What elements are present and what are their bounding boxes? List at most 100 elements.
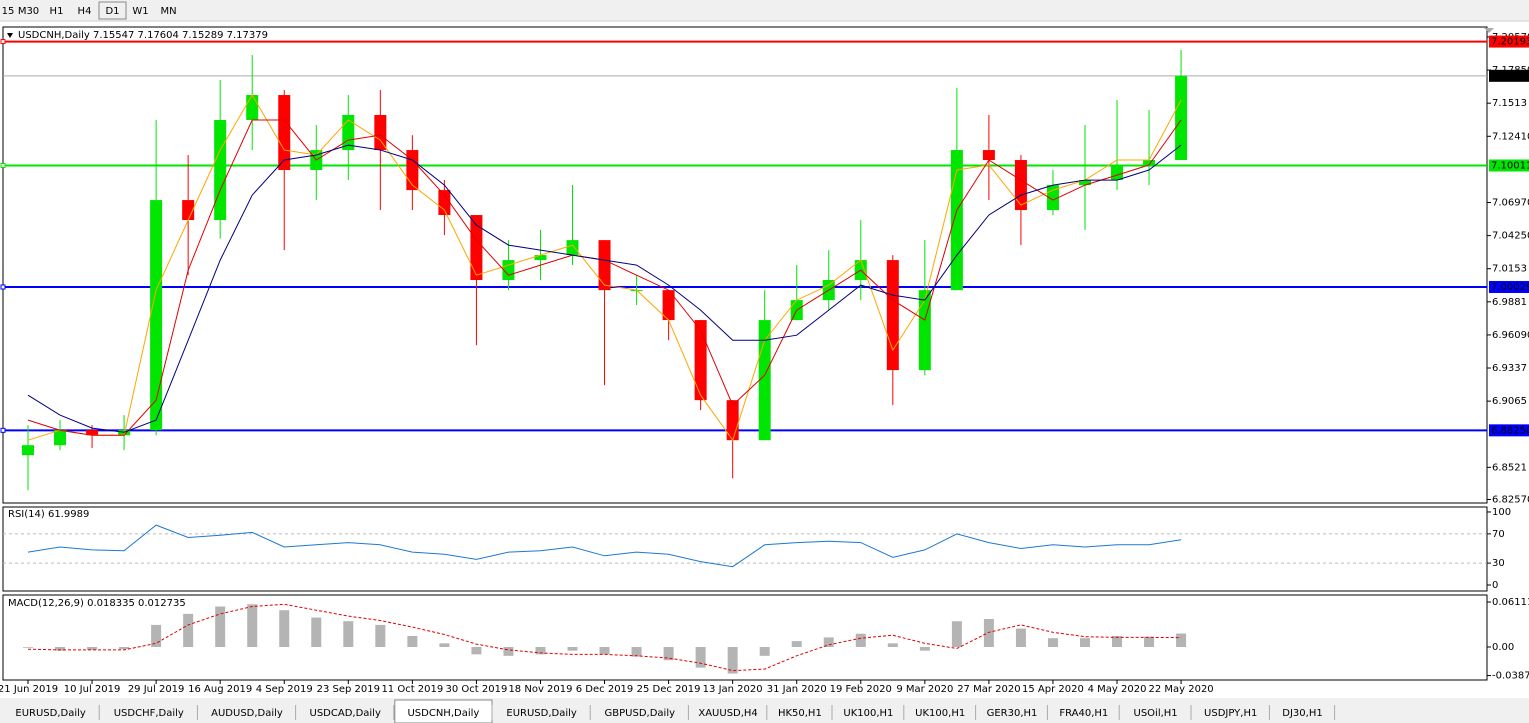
tab-label[interactable]: AUDUSD,Daily bbox=[211, 708, 283, 719]
tab-label[interactable]: HK50,H1 bbox=[778, 708, 822, 719]
tab[interactable] bbox=[1270, 703, 1335, 721]
tab[interactable] bbox=[591, 703, 689, 721]
x-tick-label: 19 Feb 2020 bbox=[830, 684, 892, 695]
macd-bar bbox=[247, 604, 258, 648]
current-price-label: 7.17379 bbox=[1491, 71, 1529, 82]
tab[interactable] bbox=[1192, 703, 1270, 721]
timeframe-button[interactable] bbox=[71, 2, 98, 19]
candle-body bbox=[1014, 160, 1027, 211]
candle-body bbox=[438, 190, 451, 216]
macd-bar bbox=[1144, 636, 1155, 648]
macd-bar bbox=[791, 641, 802, 648]
macd-bar bbox=[631, 647, 642, 657]
y-tick-label: 7.0153 bbox=[1492, 264, 1527, 275]
macd-title: MACD(12,26,9) 0.018335 0.012735 bbox=[8, 598, 186, 609]
x-tick-label: 15 Apr 2020 bbox=[1022, 684, 1084, 695]
y-tick-label: 0.00 bbox=[1492, 642, 1514, 653]
tab-label[interactable]: GBPUSD,Daily bbox=[605, 708, 676, 719]
menu-arrow bbox=[7, 33, 13, 38]
tab[interactable] bbox=[198, 703, 296, 721]
macd-bar bbox=[535, 647, 546, 655]
candle-body bbox=[662, 290, 675, 321]
tab[interactable] bbox=[2, 703, 100, 721]
timeframe-button[interactable] bbox=[2, 2, 14, 19]
rsi-line bbox=[27, 524, 1182, 568]
timeframe-label[interactable]: 15 bbox=[2, 6, 15, 17]
tab[interactable] bbox=[767, 703, 832, 721]
tab-label[interactable]: XAUUSD,H4 bbox=[698, 708, 757, 719]
moving-average bbox=[27, 94, 1182, 442]
timeframe-button[interactable] bbox=[155, 2, 182, 19]
tab[interactable] bbox=[493, 703, 591, 721]
macd-bar bbox=[87, 647, 98, 650]
tab[interactable] bbox=[976, 703, 1048, 721]
level-handle bbox=[0, 284, 6, 290]
x-tick-label: 31 Jan 2020 bbox=[767, 684, 827, 695]
macd-bar bbox=[343, 621, 354, 648]
level-handle bbox=[0, 39, 6, 45]
tab-label[interactable]: USDCAD,Daily bbox=[310, 708, 381, 719]
timeframe-label[interactable]: W1 bbox=[132, 6, 148, 17]
tab-label[interactable]: UK100,H1 bbox=[843, 708, 893, 719]
tab-label[interactable]: USDCHF,Daily bbox=[114, 708, 184, 719]
tab-label[interactable]: EURUSD,Daily bbox=[15, 708, 86, 719]
macd-bar bbox=[823, 637, 834, 648]
macd-bar bbox=[279, 610, 290, 648]
tab[interactable] bbox=[689, 703, 767, 721]
y-tick-label: 6.9337 bbox=[1492, 363, 1527, 374]
tab[interactable] bbox=[296, 703, 394, 721]
macd-bar bbox=[983, 619, 994, 648]
candle-body bbox=[406, 150, 419, 191]
y-tick-label: 0.061115 bbox=[1492, 597, 1529, 608]
y-tick-label: 6.82570 bbox=[1492, 494, 1529, 505]
signal-line bbox=[27, 603, 1182, 672]
tab-label[interactable]: USDJPY,H1 bbox=[1204, 708, 1257, 719]
macd-bar bbox=[55, 647, 66, 651]
macd-bar bbox=[1015, 628, 1026, 648]
timeframe-button[interactable] bbox=[15, 2, 42, 19]
tab-label[interactable]: DJ30,H1 bbox=[1282, 708, 1322, 719]
level-label: 7.00029 bbox=[1491, 282, 1529, 293]
macd-bar bbox=[119, 647, 130, 650]
x-tick-label: 4 May 2020 bbox=[1088, 684, 1147, 695]
candle-body bbox=[374, 114, 387, 151]
tab-label[interactable]: UK100,H1 bbox=[915, 708, 965, 719]
timeframe-button[interactable] bbox=[43, 2, 70, 19]
macd-bar bbox=[567, 647, 578, 651]
macd-bar bbox=[599, 647, 610, 655]
timeframe-label[interactable]: D1 bbox=[105, 6, 119, 17]
current-price-bg bbox=[1489, 69, 1529, 82]
macd-bar bbox=[215, 606, 226, 648]
timeframe-button[interactable] bbox=[98, 1, 127, 20]
timeframe-label[interactable]: H1 bbox=[50, 6, 64, 17]
timeframe-button[interactable] bbox=[127, 2, 154, 19]
tab-label[interactable]: USOil,H1 bbox=[1134, 708, 1178, 719]
candle-body bbox=[278, 95, 291, 171]
tab-label[interactable]: EURUSD,Daily bbox=[506, 708, 577, 719]
timeframe-label[interactable]: H4 bbox=[78, 6, 92, 17]
candle-body bbox=[694, 320, 707, 401]
tab-label[interactable]: USDCNH,Daily bbox=[407, 708, 479, 719]
y-tick-label: 70 bbox=[1492, 529, 1505, 540]
macd-bar bbox=[311, 617, 322, 648]
y-tick-label: 0 bbox=[1492, 580, 1498, 591]
tab-label[interactable]: FRA40,H1 bbox=[1059, 708, 1108, 719]
tab-label[interactable]: GER30,H1 bbox=[987, 708, 1038, 719]
tab[interactable] bbox=[833, 703, 904, 721]
macd-panel bbox=[2, 594, 1488, 681]
timeframe-label[interactable]: MN bbox=[160, 6, 176, 17]
tab[interactable] bbox=[100, 703, 198, 721]
timeframe-label[interactable]: M30 bbox=[18, 6, 39, 17]
macd-bar bbox=[471, 647, 482, 655]
macd-bar bbox=[1079, 638, 1090, 648]
candle-body bbox=[86, 430, 99, 436]
level-label-bg bbox=[1489, 280, 1529, 293]
tab[interactable] bbox=[1048, 703, 1120, 721]
tab[interactable] bbox=[904, 703, 976, 721]
tab[interactable] bbox=[1120, 703, 1191, 721]
y-tick-label: 7.04250 bbox=[1492, 231, 1529, 242]
macd-bar bbox=[23, 647, 33, 648]
macd-bar bbox=[695, 647, 706, 668]
y-tick-label: 7.1513 bbox=[1492, 98, 1527, 109]
